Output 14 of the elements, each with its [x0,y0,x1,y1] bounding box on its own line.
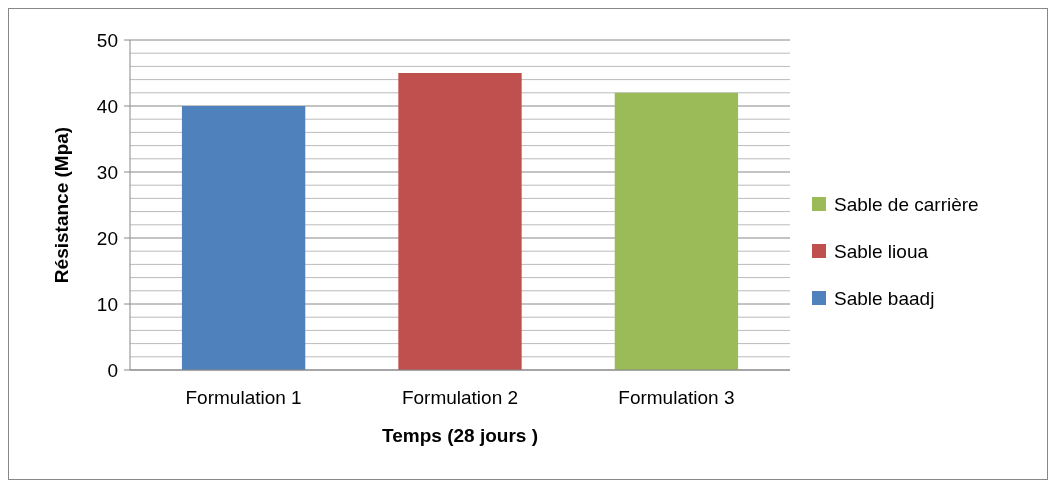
x-tick-label: Formulation 1 [185,387,302,408]
y-tick-label: 20 [96,227,118,249]
legend-label: Sable lioua [834,240,929,262]
y-tick-label: 40 [96,95,118,117]
x-tick-label: Formulation 2 [401,387,519,408]
y-tick-label: 30 [96,161,118,183]
x-axis-title: Temps (28 jours ) [382,425,538,446]
legend-label: Sable baadj [834,287,935,309]
y-tick-label: 10 [96,293,118,315]
x-tick-label: Formulation 3 [618,387,735,408]
y-tick-label: 0 [107,359,118,381]
legend-label: Sable de carrière [834,193,979,215]
y-tick-label: 50 [96,29,118,51]
y-axis-title: Résistance (Mpa) [51,126,72,284]
